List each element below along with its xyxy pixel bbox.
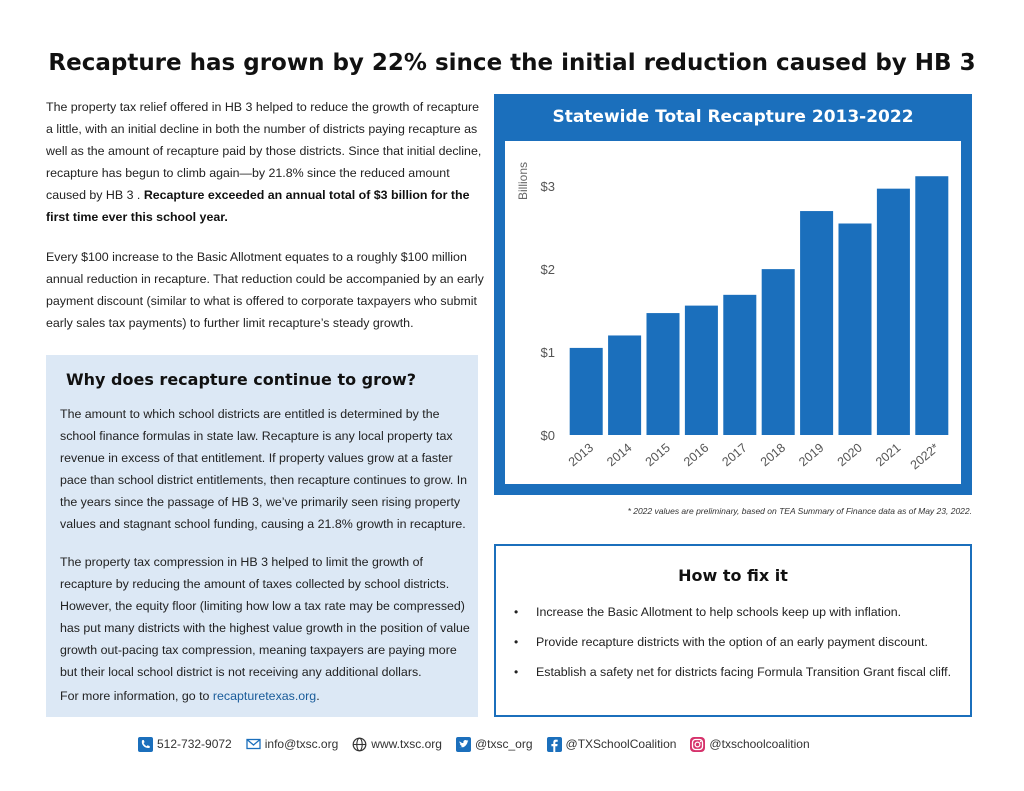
intro-text: The property tax relief offered in HB 3 … [46,100,482,202]
x-tick-label: 2013 [566,441,596,470]
facebook-text: @TXSchoolCoalition [565,737,677,751]
bullet-icon: • [514,635,519,649]
bar-chart: Billions $0 $1 $2 $3 2013 2014 2015 2016 2017 2018… [516,162,949,472]
contact-email[interactable]: info@txsc.org [246,737,339,751]
recapture-link[interactable]: recapturetexas.org [212,689,317,703]
phone-text: 512-732-9072 [157,737,232,751]
chart-area: Billions $0 $1 $2 $3 2013 2014 2015 2016 2017 2018… [505,141,961,484]
chart-footnote: * 2022 values are preliminary, based on … [627,506,972,516]
contact-facebook[interactable]: @TXSchoolCoalition [546,736,677,752]
intro-paragraph-2: Every $100 increase to the Basic Allotme… [46,250,484,330]
y-tick-label: $1 [541,345,555,360]
mail-icon [246,738,261,750]
bar [838,223,872,435]
page-title: Recapture has grown by 22% since the ini… [48,50,976,76]
bullet-icon: • [514,605,519,619]
why-panel: Why does recapture continue to grow? The… [46,355,478,717]
x-tick-label: 2015 [643,441,673,470]
x-tick-label: 2019 [796,441,826,470]
fix-item: • Increase the Basic Allotment to help sc… [514,605,964,620]
twitter-icon [455,736,471,752]
more-info-suffix: . [316,689,320,703]
chart-title: Statewide Total Recapture 2013-2022 [552,107,914,127]
instagram-icon [690,736,706,752]
chart-panel: Statewide Total Recapture 2013-2022 Bill… [494,94,972,495]
x-tick-label: 2022* [908,440,942,472]
intro-bold-text: Recapture exceeded an annual total of $3… [46,188,470,224]
bar [646,313,680,435]
fix-item-text: Establish a safety net for districts fac… [536,665,952,679]
why-title: Why does recapture continue to grow? [66,370,417,389]
intro-paragraph-1: The property tax relief offered in HB 3 … [46,96,486,228]
twitter-text: @txsc_org [474,737,533,751]
x-tick-label: 2018 [758,441,788,470]
instagram-text: @txschoolcoalition [709,737,810,751]
x-tick-label: 2021 [873,441,903,470]
contact-web[interactable]: www.txsc.org [352,737,442,752]
fix-title: How to fix it [678,566,788,585]
x-tick-label: 2020 [835,441,865,470]
contact-bar: 512-732-9072 info@txsc.org www.txsc.org … [138,735,824,753]
x-tick-label: 2014 [604,441,634,470]
fix-list: • Increase the Basic Allotment to help sc… [514,605,964,695]
fix-item: • Provide recapture districts with the op… [514,635,964,650]
y-tick-label: $0 [541,428,555,443]
fix-item-text: Provide recapture districts with the opt… [536,635,928,649]
bar [684,305,718,435]
bar [876,188,910,435]
fix-item: • Establish a safety net for districts fa… [514,665,964,680]
bar [761,269,795,435]
contact-phone[interactable]: 512-732-9072 [138,736,232,752]
more-info-prefix: For more information, go to [60,689,213,703]
contact-twitter[interactable]: @txsc_org [455,736,533,752]
x-tick-label: 2016 [681,441,711,470]
email-text: info@txsc.org [264,737,339,751]
x-tick-label: 2017 [719,441,749,470]
phone-icon [138,736,153,752]
fix-item-text: Increase the Basic Allotment to help sch… [536,605,902,619]
y-tick-label: $3 [541,179,555,194]
fix-panel: How to fix it • Increase the Basic Allotm… [494,544,972,717]
y-tick-label: $2 [541,262,555,277]
web-text: www.txsc.org [371,737,442,751]
bar [723,294,757,435]
bar [569,347,603,435]
globe-icon [352,737,367,751]
bar [800,211,834,435]
contact-instagram[interactable]: @txschoolcoalition [690,736,810,752]
why-paragraph-1: The amount to which school districts are… [60,407,468,531]
more-info: For more information, go to recapturetex… [60,685,472,707]
bar [608,335,642,435]
facebook-icon [546,736,562,752]
y-axis-label: Billions [516,162,530,200]
why-paragraph-2: The property tax compression in HB 3 hel… [60,555,470,679]
bullet-icon: • [514,665,519,679]
bar [915,176,949,436]
